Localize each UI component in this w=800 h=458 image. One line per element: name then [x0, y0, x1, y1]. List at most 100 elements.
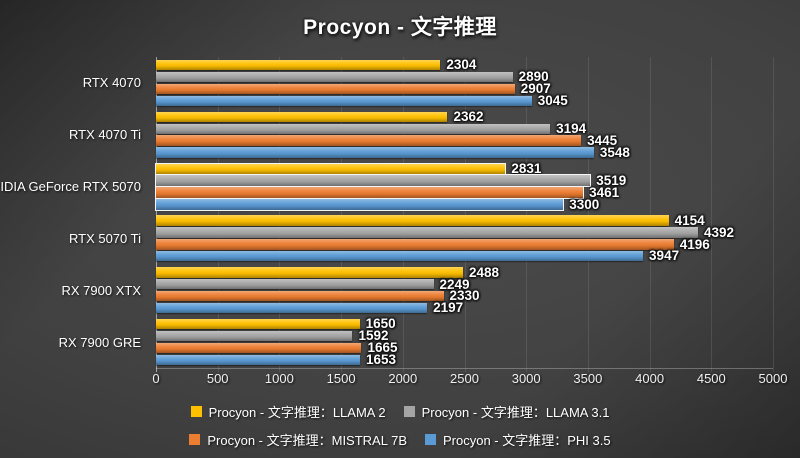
bar-row: 1650	[156, 316, 773, 332]
bar-row: 2330	[156, 288, 773, 304]
legend-label: Procyon - 文字推理：MISTRAL 7B	[207, 433, 407, 448]
bar	[156, 330, 353, 342]
value-label: 1592	[358, 328, 389, 344]
legend-row: Procyon - 文字推理：MISTRAL 7B Procyon - 文字推理：…	[189, 430, 611, 449]
bar-row: 3045	[156, 93, 773, 108]
legend-swatch	[403, 406, 415, 417]
category-label: RTX 5070 Ti	[68, 230, 141, 246]
bar	[154, 174, 592, 187]
gridline	[402, 57, 404, 372]
bar	[156, 239, 674, 250]
bar-row: 1653	[156, 352, 773, 368]
x-tick-label: 3500	[573, 371, 603, 386]
value-label: 2304	[446, 57, 477, 73]
bar	[156, 319, 360, 330]
bar	[156, 111, 448, 123]
bar-row: 2197	[156, 301, 773, 314]
gridline	[464, 57, 466, 372]
bar	[154, 162, 507, 175]
x-tick-label: 3000	[511, 371, 541, 386]
plot-area: 2304 2890 2907 3045 2362 3194 3445 3548 2831 3519…	[154, 57, 774, 372]
legend-item: Procyon - 文字推理：MISTRAL 7B	[189, 430, 407, 449]
value-label: 3461	[589, 184, 620, 200]
value-label: 2890	[518, 69, 549, 85]
value-label: 3445	[587, 132, 618, 148]
bar	[156, 95, 532, 106]
x-tick-label: 1000	[264, 371, 294, 386]
gridline	[526, 57, 528, 372]
x-tick-label: 2000	[388, 371, 418, 386]
bar	[156, 342, 362, 354]
bar-group: 2362 3194 3445 3548	[156, 109, 773, 161]
bar	[156, 123, 551, 134]
category-label: RTX 4070	[82, 75, 141, 91]
value-label: 2831	[511, 160, 542, 176]
legend: Procyon - 文字推理：LLAMA 2 Procyon - 文字推理：LLA…	[0, 402, 800, 449]
gridline	[341, 57, 343, 372]
bar-row: 2362	[156, 110, 773, 123]
bar-row: 4154	[156, 212, 773, 228]
value-label: 1650	[365, 316, 396, 332]
bar-group: 2304 2890 2907 3045	[156, 57, 773, 109]
gridline	[711, 57, 713, 372]
bar	[156, 147, 594, 158]
value-label: 2907	[520, 81, 551, 97]
x-tick-label: 0	[152, 371, 160, 386]
bar-row: 4196	[156, 236, 773, 252]
bar	[156, 59, 441, 71]
bar-group: 4154 4392 4196 3947	[156, 212, 773, 264]
legend-swatch	[425, 434, 436, 445]
bar-row: 1665	[156, 341, 773, 354]
bar-row: 3445	[156, 132, 773, 148]
category-label: NVIDIA GeForce RTX 5070	[0, 179, 141, 195]
category-label: RX 7900 GRE	[58, 334, 141, 350]
y-axis-line	[156, 57, 157, 372]
x-tick-label: 4500	[696, 371, 726, 386]
value-label: 3947	[649, 248, 680, 264]
bar	[156, 267, 464, 278]
bar	[156, 83, 515, 95]
gridline	[279, 57, 281, 372]
legend-item: Procyon - 文字推理：LLAMA 3.1	[403, 402, 610, 421]
category-label: RX 7900 XTX	[61, 282, 142, 298]
value-label: 3045	[537, 93, 568, 108]
x-tick-label: 5000	[758, 371, 788, 386]
legend-row: Procyon - 文字推理：LLAMA 2 Procyon - 文字推理：LLA…	[190, 402, 610, 421]
bar-row: 2304	[156, 57, 773, 73]
value-label: 2249	[439, 276, 470, 292]
bar	[156, 302, 428, 314]
bar	[156, 227, 698, 238]
bar	[156, 290, 444, 302]
category-axis: RTX 4070 RTX 4070 Ti NVIDIA GeForce RTX 50…	[0, 57, 149, 368]
bar-row: 3519	[154, 174, 773, 187]
bar-row: 2907	[156, 81, 773, 97]
bar-row: 3300	[154, 198, 773, 211]
value-label: 3194	[556, 121, 587, 137]
value-label: 4196	[679, 236, 710, 252]
value-label: 2488	[469, 264, 500, 280]
bar	[156, 251, 644, 262]
bar-groups: 2304 2890 2907 3045 2362 3194 3445 3548 2831 3519…	[154, 57, 773, 368]
value-label: 3548	[599, 144, 630, 160]
value-label: 4154	[674, 212, 705, 228]
value-label: 4392	[703, 224, 735, 240]
value-label: 2330	[449, 288, 480, 304]
bar-row: 2831	[154, 160, 773, 176]
legend-swatch	[190, 406, 202, 417]
bar	[156, 215, 669, 226]
bar-group: 2488 2249 2330 2197	[156, 264, 773, 316]
legend-swatch	[189, 434, 201, 445]
bar-row: 4392	[156, 224, 773, 240]
bar-group: 1650 1592 1665 1653	[156, 316, 773, 368]
chart-title: Procyon - 文字推理	[303, 16, 497, 39]
value-label: 1653	[365, 352, 397, 368]
bar	[156, 354, 360, 366]
gridline	[773, 57, 774, 372]
legend-item: Procyon - 文字推理：LLAMA 2	[190, 402, 386, 421]
x-tick-label: 500	[206, 371, 229, 386]
bar-row: 2249	[156, 276, 773, 292]
bar-row: 2890	[156, 69, 773, 85]
bar	[156, 71, 513, 83]
legend-label: Procyon - 文字推理：LLAMA 3.1	[421, 405, 610, 420]
